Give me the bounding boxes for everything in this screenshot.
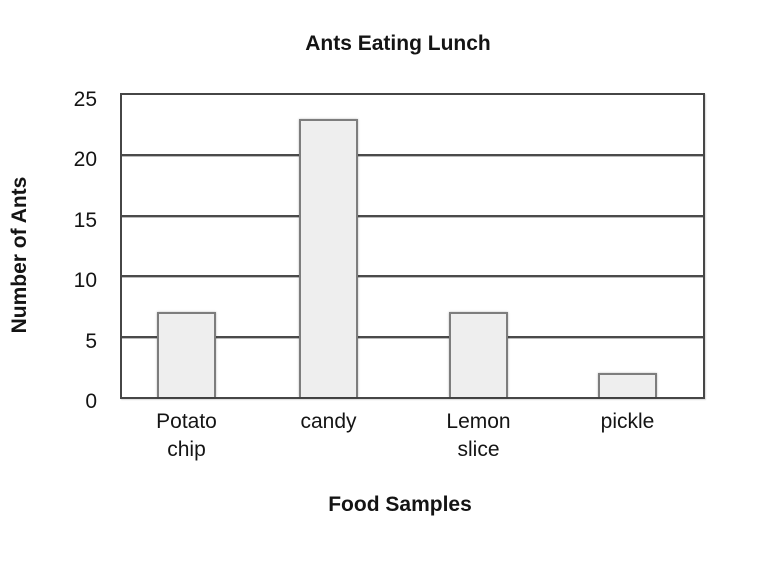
bar-lemon-slice xyxy=(449,312,508,397)
bar-pickle xyxy=(598,372,657,397)
x-tick-label: Potato chip xyxy=(156,410,217,461)
bar-candy xyxy=(299,119,358,397)
y-tick-label: 25 xyxy=(73,88,97,111)
gridline xyxy=(122,154,703,157)
y-tick-label: 10 xyxy=(73,269,97,293)
y-axis-title: Number of Ants xyxy=(8,176,31,334)
y-tick-label: 5 xyxy=(85,329,97,353)
gridline xyxy=(122,214,703,217)
gridline xyxy=(122,335,703,338)
chart-title: Ants Eating Lunch xyxy=(305,32,491,55)
x-tick-label: Lemon slice xyxy=(446,410,511,461)
y-tick-label: 15 xyxy=(73,208,97,232)
y-tick-label: 20 xyxy=(73,148,97,172)
bar-potato-chip xyxy=(157,312,216,397)
y-tick-label: 0 xyxy=(85,390,97,413)
plot-area xyxy=(120,93,705,399)
x-tick-label: pickle xyxy=(600,410,655,433)
x-tick-label: candy xyxy=(300,410,357,433)
x-axis-title: Food Samples xyxy=(328,493,472,516)
gridline xyxy=(122,275,703,278)
